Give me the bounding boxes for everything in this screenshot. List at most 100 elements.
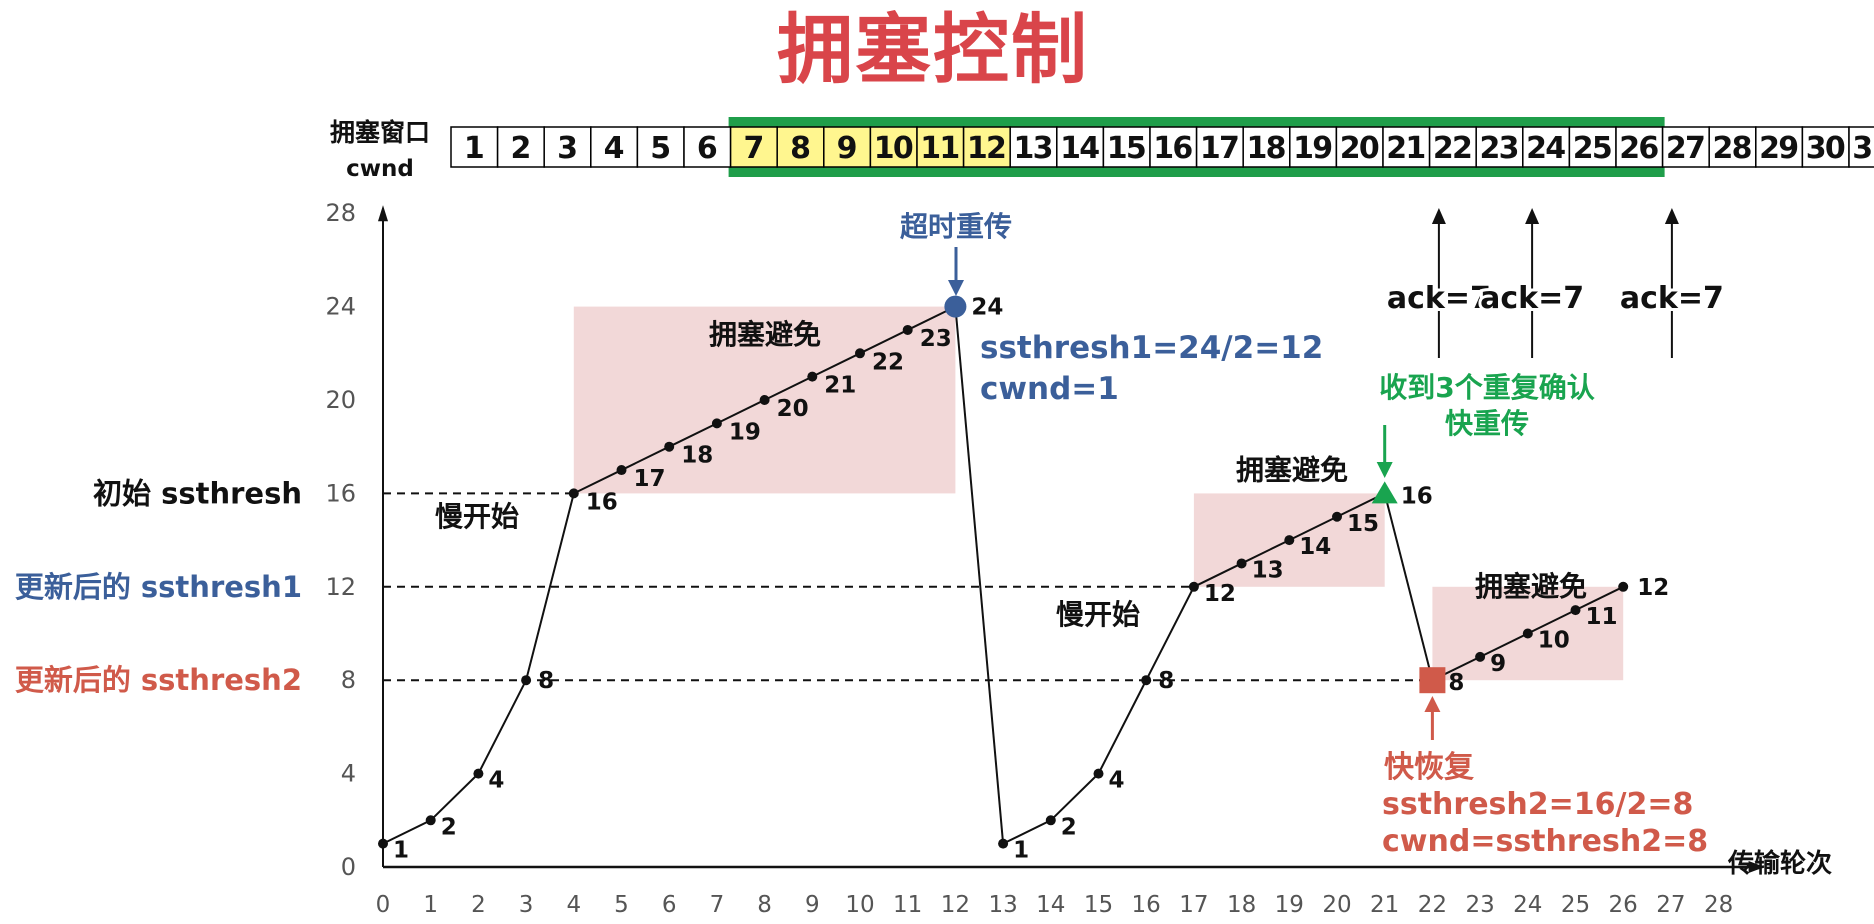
cwnd-cell-30	[1801, 126, 1850, 168]
x-tick-label-13: 13	[988, 892, 1017, 918]
data-label-9: 21	[824, 373, 856, 399]
fast-recovery-title: 快恢复	[1384, 750, 1474, 785]
cwnd-cell-8	[776, 126, 825, 168]
x-tick-label-11: 11	[893, 892, 922, 918]
data-label-8: 20	[777, 396, 809, 422]
slow-start-label-2: 慢开始	[1056, 598, 1140, 631]
data-label-20: 15	[1347, 511, 1379, 537]
x-tick-label-7: 7	[710, 892, 725, 918]
x-tick-label-17: 17	[1179, 892, 1208, 918]
cwnd-cell-31	[1848, 126, 1874, 168]
region-label-1: 拥塞避免	[709, 318, 821, 351]
data-point-20	[1332, 511, 1342, 522]
data-point-10	[855, 348, 865, 359]
cwnd-cell-label-14: 14	[1060, 131, 1100, 166]
data-label-7: 19	[729, 419, 761, 445]
data-point-19	[1284, 535, 1295, 546]
x-tick-label-2: 2	[471, 892, 486, 918]
cwnd-cell-26	[1615, 126, 1664, 168]
data-point-14	[1045, 815, 1056, 826]
data-point-8	[759, 395, 770, 405]
cwnd-cell-11	[916, 126, 965, 168]
cwnd-cell-label-24: 24	[1526, 131, 1566, 166]
ssthresh-label-2: 更新后的 ssthresh1	[15, 570, 302, 604]
data-label-19: 14	[1299, 534, 1331, 560]
data-point-25	[1570, 605, 1581, 616]
cwnd-cell-18	[1242, 126, 1291, 168]
data-point-7	[711, 418, 722, 429]
timeout-arrow-head	[948, 280, 964, 296]
dup-ack-text-2: 快重传	[1445, 407, 1529, 440]
ack-label-1: ack=7	[1387, 281, 1491, 316]
x-tick-label-25: 25	[1561, 892, 1590, 918]
data-label-4: 16	[586, 489, 618, 515]
dup-ack-marker	[1371, 481, 1398, 504]
cwnd-cell-label-16: 16	[1153, 131, 1193, 166]
x-tick-label-23: 23	[1465, 892, 1494, 918]
x-tick-label-14: 14	[1036, 892, 1065, 918]
y-tick-label-8: 8	[341, 666, 356, 694]
data-label-17: 12	[1204, 581, 1236, 607]
cwnd-cell-22	[1428, 126, 1477, 168]
cwnd-cell-5	[636, 126, 685, 168]
cwnd-cell-label-18: 18	[1247, 131, 1287, 166]
timeout-ssthresh-text: ssthresh1=24/2=12	[980, 330, 1323, 366]
x-tick-label-16: 16	[1132, 892, 1161, 918]
data-point-23	[1475, 651, 1486, 662]
data-point-1	[425, 815, 436, 826]
x-tick-label-20: 20	[1322, 892, 1351, 918]
cwnd-cell-label-2: 2	[510, 131, 531, 166]
y-tick-label-12: 12	[325, 573, 356, 601]
cwnd-cell-15	[1102, 126, 1151, 168]
cwnd-cell-label-22: 22	[1433, 131, 1473, 166]
cwnd-cell-12	[962, 126, 1011, 168]
cwnd-cell-label-3: 3	[557, 131, 578, 166]
cwnd-cell-4	[590, 126, 639, 168]
ack-arrow-head-2	[1525, 208, 1540, 224]
data-point-17	[1188, 581, 1199, 592]
data-label-15: 4	[1109, 768, 1125, 794]
cwnd-cell-label-31: 31	[1852, 131, 1874, 166]
x-tick-label-21: 21	[1370, 892, 1399, 918]
x-tick-label-3: 3	[519, 892, 534, 918]
cwnd-cell-3	[543, 126, 592, 168]
cwnd-cell-label-17: 17	[1200, 131, 1240, 166]
cwnd-cell-label-27: 27	[1666, 131, 1706, 166]
cwnd-cell-7	[729, 126, 778, 168]
data-point-24	[1522, 628, 1533, 639]
cwnd-cell-9	[823, 126, 872, 168]
cwnd-cell-label-25: 25	[1573, 131, 1613, 166]
data-point-6	[664, 441, 675, 452]
data-point-3	[521, 675, 532, 686]
x-tick-label-1: 1	[423, 892, 438, 918]
fast-recovery-cwnd-text: cwnd=ssthresh2=8	[1382, 824, 1708, 859]
data-label-6: 18	[681, 443, 713, 469]
data-point-18	[1236, 558, 1247, 569]
y-tick-label-28: 28	[325, 199, 356, 227]
fast-recovery-marker	[1419, 667, 1446, 694]
data-label-12: 24	[971, 295, 1003, 321]
cwnd-cell-23	[1475, 126, 1524, 168]
data-point-13	[998, 838, 1009, 849]
cwnd-cell-29	[1755, 126, 1804, 168]
cwnd-cell-label-11: 11	[920, 131, 960, 166]
fast-recovery-ssthresh-text: ssthresh2=16/2=8	[1382, 787, 1693, 822]
data-label-22: 8	[1448, 670, 1464, 696]
slow-start-label-1: 慢开始	[435, 500, 519, 533]
title-text: 拥塞控制	[777, 5, 1089, 94]
cwnd-cell-label-9: 9	[837, 131, 858, 166]
x-tick-label-12: 12	[941, 892, 970, 918]
ssthresh-label-3: 更新后的 ssthresh2	[15, 663, 302, 697]
x-tick-label-22: 22	[1418, 892, 1447, 918]
ack-label-3: ack=7	[1620, 281, 1724, 316]
data-label-5: 17	[634, 466, 666, 492]
data-point-26	[1618, 581, 1629, 592]
cwnd-cell-label-10: 10	[874, 131, 914, 166]
x-tick-label-27: 27	[1656, 892, 1685, 918]
cwnd-cell-label-15: 15	[1107, 131, 1147, 166]
data-label-13: 1	[1013, 838, 1029, 864]
y-tick-label-24: 24	[325, 293, 356, 321]
data-point-11	[902, 324, 913, 335]
timeout-title: 超时重传	[900, 210, 1012, 243]
x-tick-label-0: 0	[376, 892, 391, 918]
